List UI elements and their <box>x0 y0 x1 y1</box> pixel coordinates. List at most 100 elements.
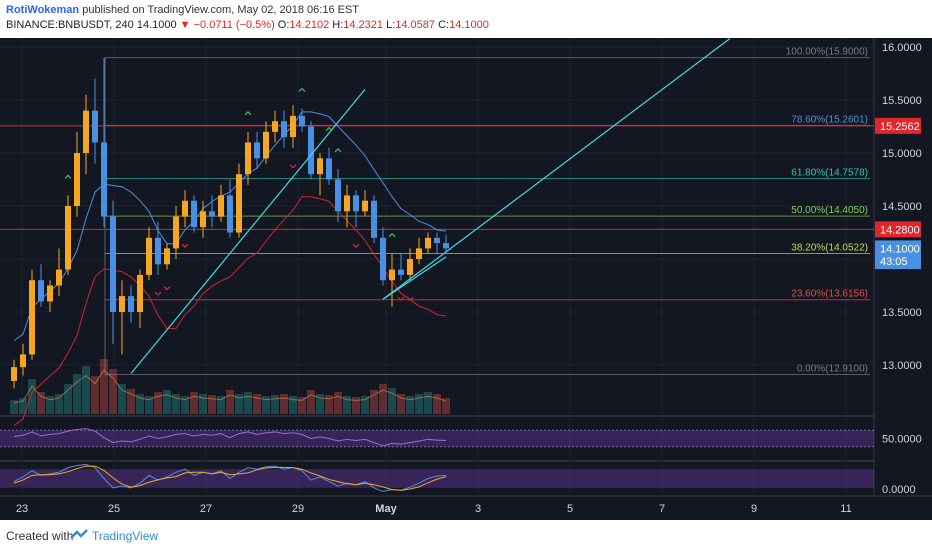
close-value: 14.1000 <box>449 19 489 31</box>
volume-bar <box>190 392 198 414</box>
volume-bar <box>136 394 144 414</box>
fib-label: 38.20%(14.0522) <box>791 242 868 253</box>
candle-body <box>20 354 26 368</box>
stoch-axis-label: 0.0000 <box>882 484 916 496</box>
volume-bar <box>433 394 441 414</box>
candle-body <box>344 195 350 212</box>
trendlines[interactable] <box>130 38 731 374</box>
volume-bar <box>118 384 126 414</box>
volume-bar <box>217 396 225 414</box>
volume-bar <box>73 374 81 414</box>
candle-body <box>335 179 341 212</box>
open-value: 14.2102 <box>289 19 330 31</box>
candle-body <box>146 237 152 275</box>
candles <box>11 57 449 389</box>
time-tick-label: May <box>375 503 397 515</box>
volume-bar <box>280 394 288 414</box>
candle-body <box>56 269 62 286</box>
volume-bar <box>82 366 90 414</box>
publish-line: RotiWokeman published on TradingView.com… <box>6 4 359 16</box>
fib-label: 61.80%(14.7578) <box>791 168 868 179</box>
candle-body <box>29 280 35 355</box>
stoch-k-line <box>13 464 447 493</box>
buy-marker <box>64 174 72 179</box>
volume-bar <box>28 379 36 414</box>
trendline-support <box>382 256 447 300</box>
volume-bar <box>109 369 117 414</box>
candle-body <box>398 269 404 275</box>
candle-body <box>299 115 305 127</box>
lower-band-line <box>13 196 447 426</box>
time-tick-label: 9 <box>751 503 757 515</box>
low-value: 14.0587 <box>395 19 436 31</box>
trendline-rising-1 <box>130 89 366 374</box>
ohlc-line: BINANCE:BNBUSDT, 240 14.1000 ▼ −0.0711 (… <box>6 19 489 31</box>
candle-body <box>173 216 179 249</box>
buy-marker <box>244 110 252 116</box>
candle-body <box>227 195 233 233</box>
candle-body <box>155 237 161 265</box>
price-axis[interactable]: 16.0000 15.5000 15.0000 14.5000 13.5000 13.00… <box>875 42 922 496</box>
tradingview-brand[interactable]: TradingView <box>92 529 159 543</box>
stoch-band <box>0 469 874 488</box>
rsi-band <box>0 430 874 447</box>
volume-bar <box>163 390 171 414</box>
candle-body <box>443 243 449 249</box>
open-label: O: <box>277 19 290 31</box>
price-tick-label: 14.5000 <box>882 201 922 213</box>
volume-bar <box>235 394 243 414</box>
candle-body <box>272 121 278 132</box>
grid <box>0 38 874 496</box>
stoch-pane <box>0 464 874 493</box>
close-label: C: <box>438 19 450 31</box>
stoch-d-line <box>13 465 447 491</box>
volume-bar <box>415 394 423 414</box>
time-axis[interactable]: 23 25 27 29 May 3 5 7 9 11 <box>16 503 852 515</box>
price-label-box <box>875 253 921 270</box>
volume-bar <box>181 396 189 414</box>
candle-body <box>182 200 188 217</box>
volume-bar <box>127 389 135 414</box>
candle-body <box>371 200 377 238</box>
volume-bar <box>244 392 252 414</box>
volume-bar <box>370 390 378 414</box>
volume-bar <box>55 394 63 414</box>
price-change: ▼ −0.0711 (−0.5%) <box>179 19 275 31</box>
fib-label: 50.00%(14.4050) <box>791 205 868 216</box>
candle-body <box>47 285 53 302</box>
fibonacci-retracement[interactable]: 100.00%(15.9000) 78.60%(15.2601) 61.80%(14… <box>0 47 874 376</box>
candle-body <box>308 126 314 175</box>
candle-body <box>380 237 386 281</box>
volume-bar <box>343 396 351 414</box>
chart-area[interactable]: 100.00%(15.9000) 78.60%(15.2601) 61.80%(14… <box>0 38 932 520</box>
rsi-line <box>13 428 447 447</box>
volume-bar <box>208 395 216 414</box>
volume-bar <box>37 392 45 414</box>
volume-bar <box>361 396 369 414</box>
volume-bar <box>379 384 387 414</box>
candle-body <box>290 115 296 138</box>
sell-marker <box>154 291 162 296</box>
buy-marker <box>325 126 333 132</box>
volume-bar <box>334 392 342 414</box>
high-value: 14.2321 <box>343 19 384 31</box>
candle-body <box>65 206 71 270</box>
volume-ma-line <box>13 369 447 404</box>
volume-bar <box>154 392 162 414</box>
volume-bar <box>19 398 27 414</box>
fib-label: 100.00%(15.9000) <box>786 47 868 58</box>
volume-bar <box>172 394 180 414</box>
volume-bar <box>397 394 405 414</box>
price-tick-label: 13.5000 <box>882 307 922 319</box>
trendline-rising-2 <box>382 38 731 300</box>
rsi-axis-label: 50.0000 <box>882 434 922 446</box>
price-tick-label: 15.0000 <box>882 148 922 160</box>
candle-body <box>137 274 143 312</box>
author-link[interactable]: RotiWokeman <box>6 4 80 16</box>
sell-marker <box>289 164 297 169</box>
candle-body <box>191 200 197 228</box>
price-tick-label: 16.0000 <box>882 42 922 54</box>
volume-bar <box>424 392 432 414</box>
time-tick-label: 23 <box>16 503 28 515</box>
last-price: 14.1000 <box>136 19 177 31</box>
